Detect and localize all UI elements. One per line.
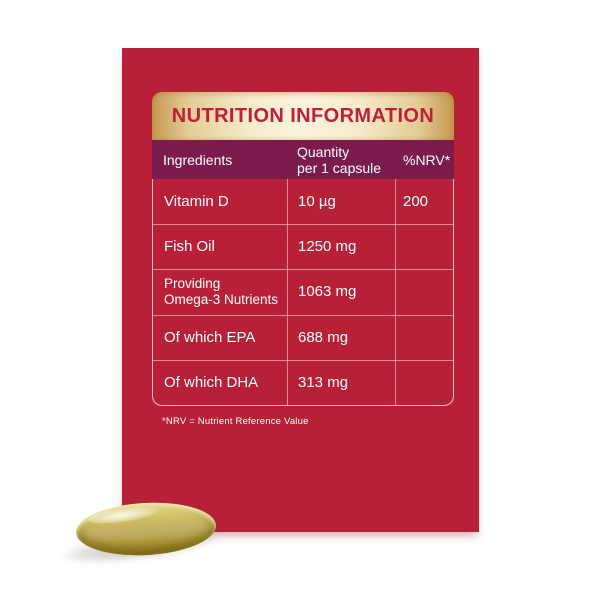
cell-quantity: 1250 mg — [298, 238, 357, 256]
table-row: Providing Omega-3 Nutrients 1063 mg — [153, 269, 453, 314]
header-ingredients: Ingredients — [163, 151, 233, 168]
cell-nrv — [395, 270, 453, 314]
table-row: Of which EPA 688 mg — [153, 314, 453, 360]
cell-quantity: 313 mg — [298, 373, 349, 391]
cell-quantity: 688 mg — [298, 328, 349, 346]
nrv-footnote: *NRV = Nutrient Reference Value — [162, 416, 309, 427]
cell-nrv: 200 — [403, 192, 429, 210]
label-card: NUTRITION INFORMATION Ingredients Quanti… — [122, 48, 479, 532]
nutrition-panel: NUTRITION INFORMATION Ingredients Quanti… — [152, 92, 454, 427]
cell-quantity: 10 µg — [298, 192, 336, 210]
cell-quantity: 1063 mg — [298, 283, 357, 301]
cell-nrv — [395, 316, 453, 360]
table-row: Vitamin D 10 µg 200 — [153, 179, 453, 224]
column-divider — [395, 179, 396, 405]
cell-nrv — [395, 361, 453, 405]
cell-ingredient: Providing Omega-3 Nutrients — [164, 276, 279, 308]
panel-title: NUTRITION INFORMATION — [171, 104, 435, 127]
table-row: Of which DHA 313 mg — [153, 359, 453, 405]
table-header-row: Ingredients Quantity per 1 capsule %NRV* — [152, 140, 454, 179]
nutrition-title-banner: NUTRITION INFORMATION — [152, 92, 454, 140]
cell-ingredient: Vitamin D — [164, 192, 229, 210]
cell-ingredient: Of which DHA — [164, 373, 259, 391]
header-quantity: Quantity per 1 capsule — [297, 143, 382, 176]
cell-nrv — [395, 225, 453, 269]
header-nrv: %NRV* — [403, 151, 451, 168]
fish-oil-capsule — [63, 499, 218, 569]
cell-ingredient: Fish Oil — [164, 238, 215, 256]
table-row: Fish Oil 1250 mg — [153, 224, 453, 269]
cell-ingredient: Of which EPA — [164, 328, 256, 346]
column-divider — [287, 179, 288, 405]
table-body: Vitamin D 10 µg 200 Fish Oil 1250 mg Providin… — [152, 179, 454, 406]
